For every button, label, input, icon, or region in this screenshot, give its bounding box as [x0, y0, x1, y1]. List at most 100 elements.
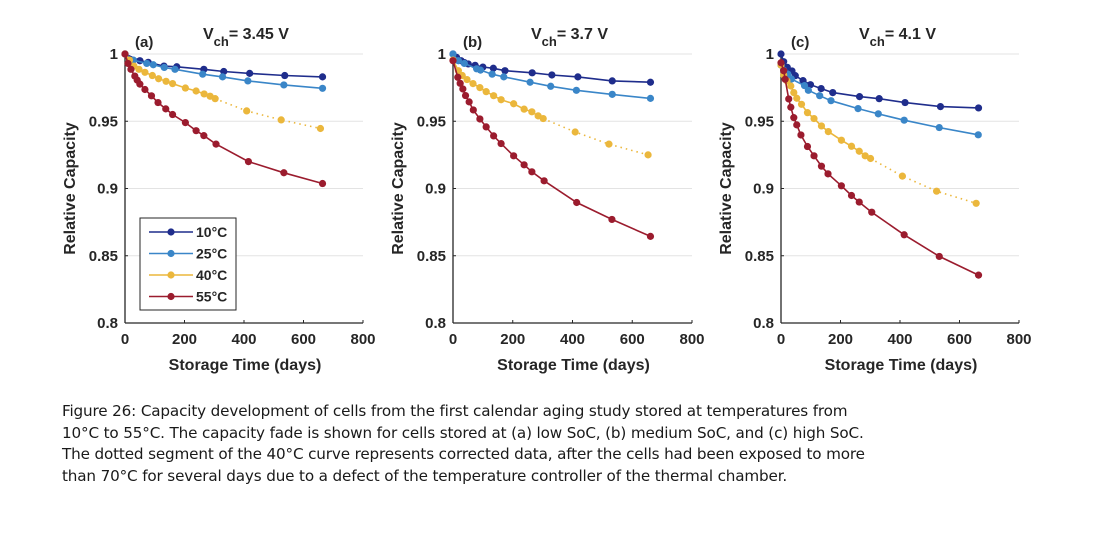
series-40c — [449, 56, 652, 159]
data-point — [797, 131, 805, 139]
x-tick-label: 200 — [828, 331, 853, 348]
chart-panel-c: 0 200 400 600 800 0.8 0.85 0.9 0.95 1 Storage Time… — [718, 26, 1032, 374]
data-point — [646, 94, 655, 102]
x-tick-label: 800 — [1006, 331, 1031, 348]
data-point — [461, 91, 470, 100]
data-point — [837, 182, 845, 190]
data-point — [162, 77, 170, 85]
data-point — [898, 172, 906, 180]
data-point — [854, 105, 862, 113]
series-55c — [121, 50, 327, 188]
data-point — [810, 152, 818, 160]
x-axis-label: Storage Time (days) — [169, 357, 322, 374]
title-v: V — [531, 26, 542, 43]
data-point — [218, 73, 227, 81]
data-point — [785, 95, 793, 103]
legend: 10°C 25°C 40°C 55°C — [139, 217, 237, 311]
series-55c-line — [780, 62, 979, 276]
data-point — [136, 80, 144, 88]
data-point — [181, 118, 189, 127]
x-tick-label: 400 — [887, 331, 912, 348]
data-point — [520, 105, 528, 113]
data-point — [574, 73, 582, 81]
data-point — [935, 252, 943, 261]
data-point — [469, 106, 477, 114]
data-point — [149, 61, 157, 69]
data-point — [781, 75, 789, 83]
data-point — [482, 88, 490, 96]
data-point — [797, 100, 806, 108]
data-point — [459, 85, 467, 93]
x-tick-label: 0 — [449, 331, 457, 348]
data-point — [605, 140, 613, 148]
data-point — [861, 152, 869, 160]
data-point — [246, 69, 254, 77]
data-point — [790, 89, 798, 97]
y-tick-label: 0.85 — [745, 248, 774, 265]
data-point — [837, 136, 845, 144]
x-axis-label: Storage Time (days) — [825, 357, 978, 374]
data-point — [608, 90, 616, 98]
series-25c — [121, 50, 327, 92]
data-point — [121, 50, 129, 58]
data-point — [160, 63, 168, 72]
caption-line-3: The dotted segment of the 40°C curve rep… — [62, 445, 865, 464]
data-point — [456, 79, 464, 87]
data-point — [827, 97, 835, 105]
data-point — [935, 123, 943, 132]
data-point — [540, 177, 548, 185]
data-point — [497, 139, 505, 148]
data-point — [646, 78, 655, 86]
y-tick-label: 0.8 — [97, 315, 118, 332]
data-point — [547, 82, 555, 90]
legend-marker — [167, 249, 175, 258]
data-point — [500, 73, 508, 81]
data-point — [162, 105, 170, 113]
y-tick-label: 0.85 — [417, 248, 446, 265]
y-tick-label: 0.8 — [425, 315, 446, 332]
series-40c-dotted-line — [870, 157, 977, 205]
x-tick-label: 600 — [291, 331, 316, 348]
title-subscript: ch — [870, 34, 885, 49]
x-axis-label: Storage Time (days) — [497, 357, 650, 374]
y-tick-label: 0.85 — [89, 248, 118, 265]
data-point — [806, 81, 815, 89]
data-point — [974, 131, 982, 139]
data-point — [155, 75, 163, 83]
legend-label: 40°C — [196, 267, 227, 283]
data-point — [510, 100, 518, 108]
title-v: V — [203, 26, 214, 43]
data-point — [866, 154, 875, 163]
data-point — [817, 122, 826, 130]
figure-26: 0 200 400 600 800 0.8 0.85 0.9 0.95 1 Storage Time… — [62, 26, 1032, 374]
data-point — [482, 123, 490, 131]
series-10c — [777, 50, 983, 112]
x-tick-label: 800 — [350, 331, 375, 348]
legend-entry: 55°C — [149, 289, 227, 305]
data-point — [875, 95, 883, 103]
data-point — [192, 127, 200, 135]
x-tick-label: 200 — [500, 331, 525, 348]
data-point — [318, 84, 327, 92]
title-v: V — [859, 26, 870, 43]
data-point — [476, 84, 484, 92]
legend-entry: 40°C — [149, 267, 227, 283]
title-value: = 4.1 V — [885, 26, 936, 43]
data-point — [520, 161, 528, 169]
data-point — [449, 50, 457, 58]
data-point — [804, 86, 812, 94]
data-point — [143, 59, 151, 68]
legend-marker — [167, 228, 175, 236]
series-25c — [449, 50, 655, 102]
x-tick-label: 0 — [777, 331, 785, 348]
data-point — [646, 232, 655, 240]
data-point — [280, 81, 288, 89]
data-point — [790, 114, 798, 122]
legend-marker — [167, 292, 175, 301]
data-point — [490, 92, 498, 100]
data-point — [169, 79, 177, 88]
data-point — [608, 215, 616, 224]
data-point — [855, 198, 863, 206]
data-point — [476, 66, 485, 74]
legend-label: 25°C — [196, 246, 227, 262]
